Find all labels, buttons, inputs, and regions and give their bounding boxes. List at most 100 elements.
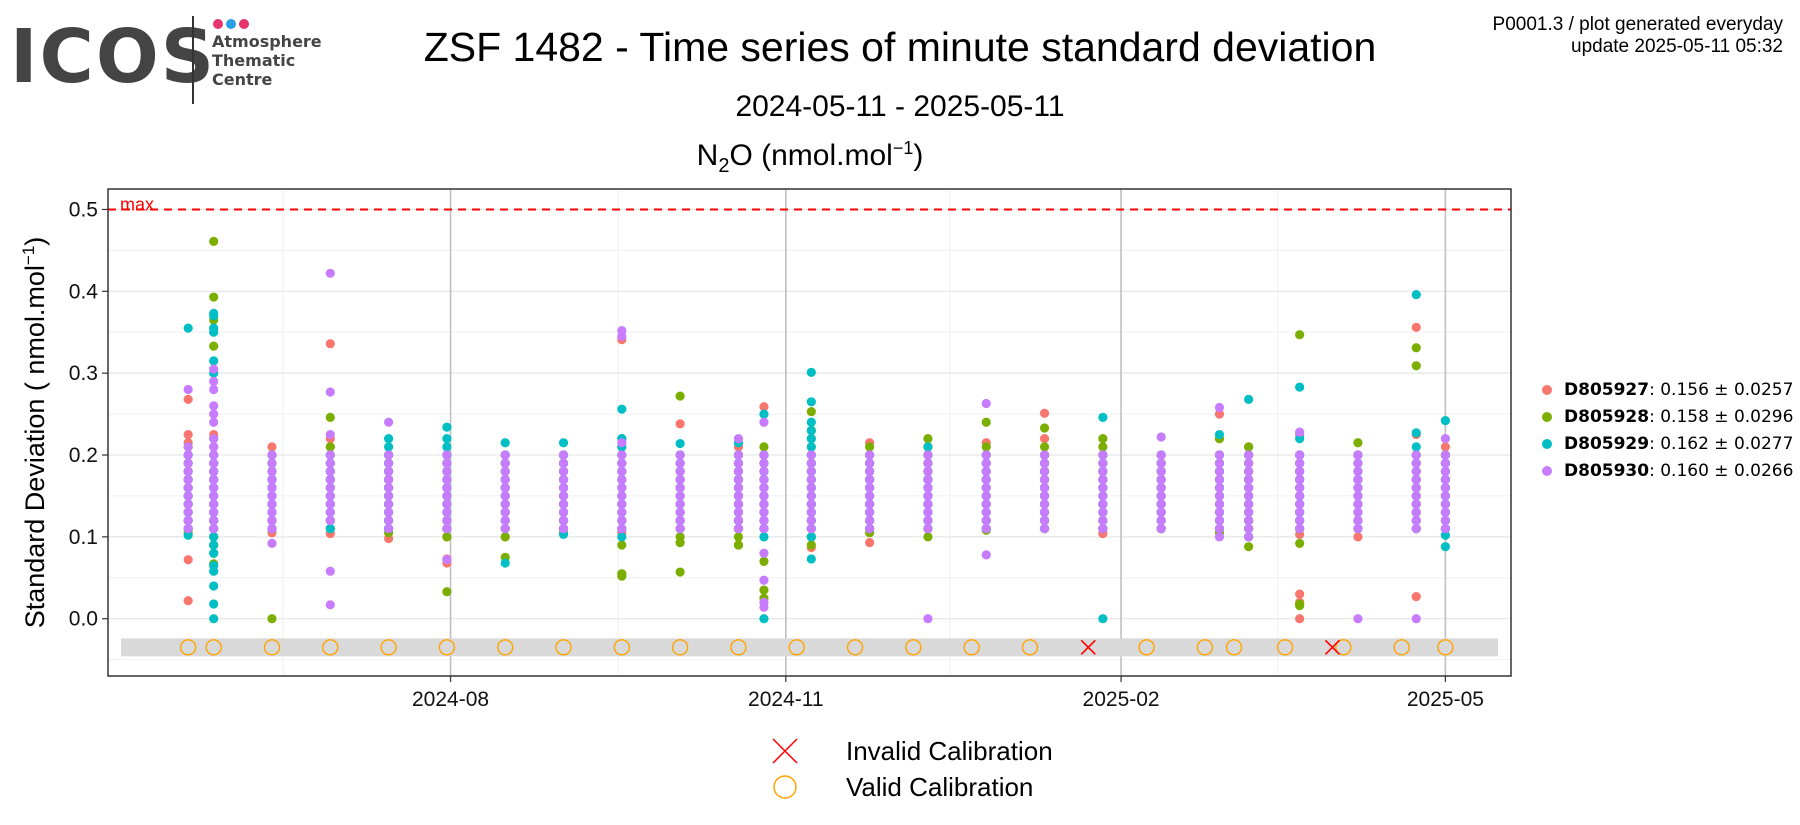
x-tick-label: 2024-11: [748, 688, 824, 711]
calibration-markers: [179, 639, 1454, 656]
data-point: [675, 458, 685, 468]
data-point: [733, 434, 744, 444]
data-point: [325, 600, 335, 610]
data-point: [806, 442, 816, 452]
data-point: [325, 524, 335, 534]
data-point: [1098, 614, 1108, 624]
data-point: [1098, 434, 1108, 444]
data-point: [1098, 483, 1108, 493]
y-tick-label: 0.0: [69, 608, 98, 631]
data-point: [1353, 466, 1363, 476]
data-point: [1353, 483, 1363, 493]
data-point: [806, 417, 816, 427]
data-point: [1039, 466, 1050, 476]
data-point: [442, 491, 452, 501]
data-point: [209, 364, 219, 374]
data-point: [923, 434, 933, 444]
data-point: [1353, 450, 1363, 460]
data-point: [865, 515, 875, 526]
data-point: [981, 458, 991, 468]
data-point: [1098, 507, 1108, 517]
data-point: [442, 532, 452, 542]
plot-meta: P0001.3 / plot generated everyday update…: [1493, 14, 1783, 58]
data-point: [617, 571, 627, 581]
data-point: [558, 491, 569, 501]
series-d805930: [183, 268, 1451, 624]
data-point: [1039, 474, 1050, 485]
data-point: [1098, 524, 1108, 534]
data-point: [923, 499, 933, 509]
data-point: [209, 566, 219, 576]
data-point: [1295, 589, 1305, 599]
data-point: [865, 499, 875, 509]
data-point: [1098, 466, 1108, 476]
data-point: [981, 450, 991, 460]
y-axis-title-main: Standard Deviation ( nmol.mol: [20, 265, 50, 628]
data-point: [1295, 450, 1305, 460]
data-point: [384, 474, 394, 485]
data-point: [558, 474, 569, 485]
data-point: [1411, 343, 1421, 353]
data-point: [675, 515, 685, 526]
data-point: [558, 450, 569, 460]
data-point: [1039, 450, 1050, 460]
data-point: [1411, 442, 1421, 452]
data-point: [209, 540, 219, 550]
data-point: [923, 474, 933, 485]
data-point: [675, 391, 685, 401]
data-point: [1244, 524, 1254, 534]
data-point: [325, 483, 335, 493]
data-point: [1214, 466, 1225, 476]
data-point: [806, 367, 816, 377]
legend-item-d805929: D805929 : 0.162 ± 0.0277: [1542, 430, 1793, 457]
data-point: [1295, 538, 1305, 549]
data-point: [442, 483, 452, 493]
data-point: [1411, 507, 1421, 517]
data-point: [865, 442, 875, 452]
data-point: [558, 515, 569, 526]
data-point: [209, 599, 219, 609]
legend-valid-calibration: Valid Calibration: [770, 769, 1053, 805]
data-point: [923, 466, 933, 476]
legend-name-d805929: D805929: [1564, 433, 1650, 454]
data-point: [733, 515, 744, 526]
data-point: [806, 434, 816, 444]
plot-meta-line-2: update 2025-05-11 05:32: [1571, 36, 1783, 57]
data-point: [1411, 458, 1421, 468]
data-point: [759, 491, 769, 501]
data-point: [1295, 499, 1305, 509]
data-point: [384, 458, 394, 468]
data-point: [1214, 402, 1225, 413]
data-point: [442, 450, 452, 460]
data-point: [209, 292, 219, 302]
data-point: [617, 450, 627, 460]
data-point: [1156, 450, 1166, 460]
data-point: [500, 438, 510, 448]
data-point: [1295, 434, 1305, 444]
data-point: [1098, 491, 1108, 501]
data-point: [759, 556, 769, 567]
data-point: [267, 450, 277, 460]
data-point: [325, 499, 335, 509]
valid-calibration-marker: [671, 639, 689, 656]
data-point: [325, 507, 335, 517]
data-point: [675, 450, 685, 460]
data-point: [759, 483, 769, 493]
data-point: [675, 483, 685, 493]
valid-calibration-marker: [1335, 639, 1352, 656]
data-point: [1039, 483, 1050, 493]
data-point: [442, 422, 452, 432]
data-point: [267, 483, 277, 493]
data-point: [1244, 442, 1254, 452]
data-point: [1098, 474, 1108, 485]
data-point: [1156, 474, 1166, 485]
data-point: [1098, 515, 1108, 526]
invalid-calibration-marker: [1324, 639, 1341, 655]
data-point: [442, 442, 452, 452]
data-point: [1039, 524, 1050, 534]
valid-calibration-marker: [1196, 639, 1214, 656]
data-point: [1411, 524, 1421, 534]
data-point: [442, 434, 452, 444]
data-point: [442, 466, 452, 476]
logo-dot-3: [239, 19, 249, 29]
